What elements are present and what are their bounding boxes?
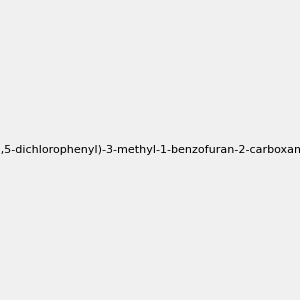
Text: N-(3,5-dichlorophenyl)-3-methyl-1-benzofuran-2-carboxamide: N-(3,5-dichlorophenyl)-3-methyl-1-benzof…: [0, 145, 300, 155]
